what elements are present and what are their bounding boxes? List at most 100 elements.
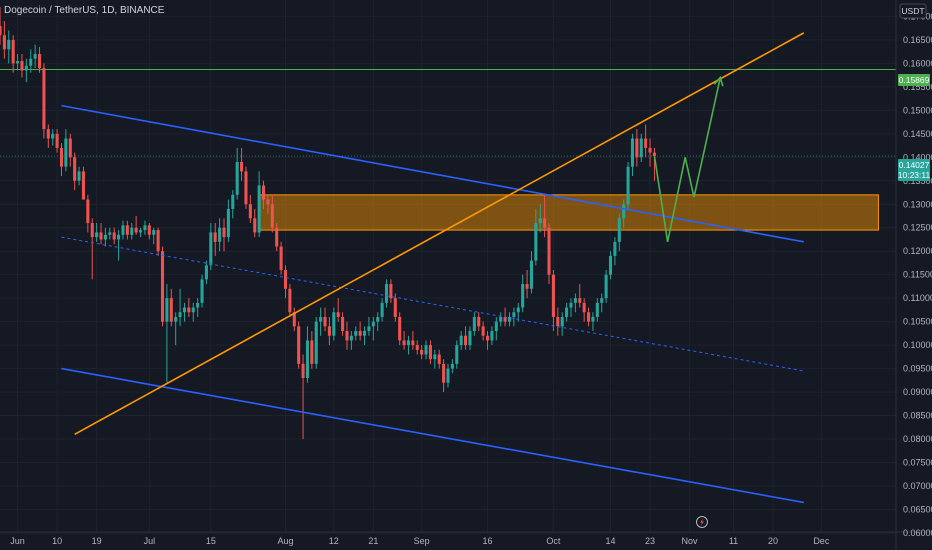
candle-body xyxy=(595,302,599,317)
candle-body xyxy=(622,204,626,219)
time-tick-label: Dec xyxy=(813,536,830,546)
candle-body xyxy=(297,326,301,364)
candle-body xyxy=(266,199,270,205)
time-tick-label: Nov xyxy=(682,536,699,546)
candle-body xyxy=(121,225,125,235)
lightning-icon[interactable] xyxy=(696,516,708,528)
time-tick-label: Jun xyxy=(10,536,25,546)
candle-body xyxy=(543,218,547,228)
candle-body xyxy=(635,138,639,158)
candle-body xyxy=(112,232,116,240)
candle-body xyxy=(59,147,64,167)
time-tick-label: 12 xyxy=(329,536,339,546)
candle-body xyxy=(130,227,134,235)
candle-body xyxy=(608,255,613,275)
candle-body xyxy=(455,345,459,364)
candle-body xyxy=(156,230,160,252)
candle-body xyxy=(117,234,121,240)
grid-lines xyxy=(0,0,896,533)
candle-body xyxy=(235,161,239,195)
candle-body xyxy=(99,232,103,240)
candle-body xyxy=(529,260,533,289)
upper-channel-line[interactable] xyxy=(61,104,804,243)
candle-body xyxy=(204,265,208,280)
ascending-trendline[interactable] xyxy=(74,32,805,436)
candle-body xyxy=(86,199,90,224)
price-tick-label: 0.11000 xyxy=(903,293,932,303)
candle-body xyxy=(472,316,476,332)
candle-body xyxy=(358,331,362,336)
time-tick-label: Sep xyxy=(414,536,430,546)
candle-body xyxy=(51,133,55,139)
level-badge-text: 0.15869 xyxy=(899,75,930,85)
candle-body xyxy=(248,204,252,219)
candle-body xyxy=(279,246,283,270)
candle-body xyxy=(512,312,516,317)
candle-body xyxy=(160,251,165,322)
candle-body xyxy=(652,152,656,156)
candle-body xyxy=(231,194,235,209)
drawing-layer-under[interactable] xyxy=(0,69,896,231)
drawing-layer-over[interactable] xyxy=(61,32,805,504)
candle-body xyxy=(55,133,59,148)
supply-zone-rect[interactable] xyxy=(258,194,879,231)
candle-body xyxy=(244,171,248,205)
time-tick-label: 23 xyxy=(645,536,655,546)
candle-body xyxy=(178,312,182,317)
candle-body xyxy=(261,185,266,200)
projection-path[interactable] xyxy=(653,77,722,242)
time-axis[interactable]: Jun 10 19 Jul 15 Aug 12 21 Sep 16 Oct 14 23 Nov 11 20 De… xyxy=(10,536,830,546)
candle-body xyxy=(384,284,389,303)
candle-body xyxy=(565,307,569,317)
candle-body xyxy=(345,331,349,341)
candle-body xyxy=(81,171,85,200)
candle-body xyxy=(29,58,33,66)
candle-body xyxy=(354,331,358,336)
candle-body xyxy=(639,138,643,158)
current-price-badge-bg xyxy=(898,159,930,181)
countdown-text: 10:23:11 xyxy=(898,170,931,180)
candle-body xyxy=(182,307,187,313)
candle-body xyxy=(534,223,538,261)
candle-body xyxy=(363,331,367,336)
candle-body xyxy=(213,232,217,242)
candle-body xyxy=(367,326,371,332)
time-tick-label: 15 xyxy=(206,536,216,546)
candle-body xyxy=(314,321,318,364)
time-tick-label: Jul xyxy=(144,536,156,546)
candle-body xyxy=(218,227,222,242)
price-axis[interactable]: 0.170000.165000.160000.155000.150000.145… xyxy=(903,11,932,538)
candle-body xyxy=(341,316,345,332)
candle-body xyxy=(253,218,257,233)
candle-body xyxy=(587,312,591,322)
candle-body xyxy=(560,316,564,327)
candle-body xyxy=(288,288,292,313)
candle-body xyxy=(174,316,178,322)
candle-body xyxy=(165,298,169,322)
lower-channel-line[interactable] xyxy=(61,367,804,504)
candle-body xyxy=(617,218,621,242)
candle-body xyxy=(450,363,454,369)
candle-body xyxy=(77,171,81,181)
candle-body xyxy=(525,284,529,289)
price-tick-label: 0.11500 xyxy=(903,270,932,280)
candle-body xyxy=(424,345,428,355)
candle-body xyxy=(499,316,503,322)
candle-body xyxy=(103,234,107,240)
time-tick-label: 19 xyxy=(92,536,102,546)
currency-selector[interactable]: USDT xyxy=(899,3,927,19)
candle-body xyxy=(68,138,72,158)
candle-body xyxy=(134,227,138,233)
candle-body xyxy=(270,204,274,228)
